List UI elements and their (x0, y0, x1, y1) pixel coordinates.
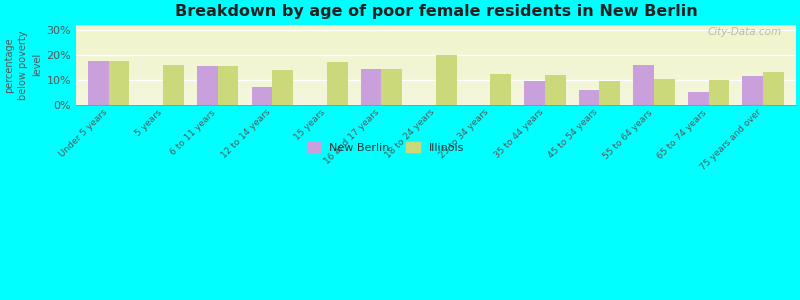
Bar (361, 69, 382, 105)
Bar (436, 55, 457, 105)
Bar (88, 61, 109, 105)
Bar (524, 81, 545, 105)
Bar (634, 65, 654, 105)
Bar (688, 92, 709, 105)
Bar (218, 66, 238, 105)
Bar (742, 76, 763, 105)
Bar (251, 87, 272, 105)
Legend: New Berlin, Illinois: New Berlin, Illinois (302, 138, 468, 158)
Bar (382, 69, 402, 105)
Bar (763, 72, 784, 105)
Bar (599, 81, 620, 105)
Bar (109, 61, 130, 105)
Bar (545, 75, 566, 105)
Bar (197, 66, 218, 105)
Bar (163, 65, 184, 105)
Bar (654, 79, 674, 105)
Y-axis label: percentage
below poverty
level: percentage below poverty level (4, 30, 42, 100)
Bar (272, 70, 293, 105)
Text: City-Data.com: City-Data.com (707, 27, 782, 37)
Bar (490, 74, 511, 105)
Bar (578, 90, 599, 105)
Bar (709, 80, 730, 105)
Bar (327, 62, 347, 105)
Title: Breakdown by age of poor female residents in New Berlin: Breakdown by age of poor female resident… (174, 4, 698, 19)
